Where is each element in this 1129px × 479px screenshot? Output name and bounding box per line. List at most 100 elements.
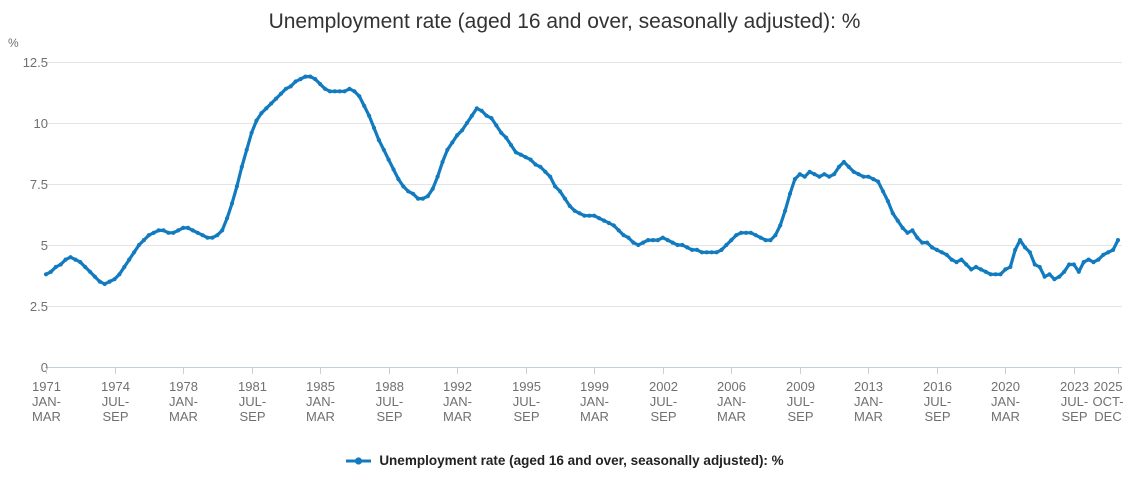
data-point-marker[interactable] xyxy=(1062,269,1067,274)
data-point-marker[interactable] xyxy=(132,250,137,255)
data-point-marker[interactable] xyxy=(391,167,396,172)
data-point-marker[interactable] xyxy=(699,250,705,255)
data-point-marker[interactable] xyxy=(254,118,259,123)
data-point-marker[interactable] xyxy=(141,238,146,243)
data-point-marker[interactable] xyxy=(1003,267,1008,272)
data-point-marker[interactable] xyxy=(112,277,117,282)
data-point-marker[interactable] xyxy=(259,111,264,116)
data-point-marker[interactable] xyxy=(841,159,847,165)
data-point-marker[interactable] xyxy=(244,147,249,152)
data-point-marker[interactable] xyxy=(709,250,714,255)
data-point-marker[interactable] xyxy=(885,199,891,204)
data-point-marker[interactable] xyxy=(450,140,455,145)
data-point-marker[interactable] xyxy=(362,103,367,108)
data-point-marker[interactable] xyxy=(288,84,293,89)
data-point-marker[interactable] xyxy=(533,162,538,167)
data-point-marker[interactable] xyxy=(792,177,798,182)
data-point-marker[interactable] xyxy=(856,172,861,177)
data-point-marker[interactable] xyxy=(367,113,372,118)
data-point-marker[interactable] xyxy=(626,235,631,240)
data-point-marker[interactable] xyxy=(915,235,920,240)
data-point-marker[interactable] xyxy=(1027,250,1032,255)
data-point-marker[interactable] xyxy=(484,113,489,118)
data-point-marker[interactable] xyxy=(694,247,700,252)
data-point-marker[interactable] xyxy=(983,269,988,274)
data-point-marker[interactable] xyxy=(641,240,646,245)
data-point-marker[interactable] xyxy=(1096,257,1101,262)
data-point-marker[interactable] xyxy=(920,240,925,245)
data-point-marker[interactable] xyxy=(63,257,68,262)
data-point-marker[interactable] xyxy=(783,208,788,213)
data-point-marker[interactable] xyxy=(1081,260,1086,265)
data-point-marker[interactable] xyxy=(249,130,254,135)
data-point-marker[interactable] xyxy=(616,228,621,233)
data-point-marker[interactable] xyxy=(494,123,499,128)
data-point-marker[interactable] xyxy=(665,238,670,243)
data-point-marker[interactable] xyxy=(572,208,577,213)
data-point-marker[interactable] xyxy=(1018,238,1023,243)
data-point-marker[interactable] xyxy=(944,252,949,257)
data-point-marker[interactable] xyxy=(1086,257,1091,262)
data-point-marker[interactable] xyxy=(411,191,416,196)
data-point-marker[interactable] xyxy=(895,218,900,223)
data-point-marker[interactable] xyxy=(1052,277,1057,282)
data-point-marker[interactable] xyxy=(929,245,935,250)
data-point-marker[interactable] xyxy=(342,89,347,94)
data-point-marker[interactable] xyxy=(1106,250,1111,255)
data-point-marker[interactable] xyxy=(508,142,514,148)
series-markers[interactable] xyxy=(43,74,1121,287)
data-point-marker[interactable] xyxy=(773,233,778,238)
data-point-marker[interactable] xyxy=(787,191,793,196)
data-point-marker[interactable] xyxy=(724,242,729,248)
data-point-marker[interactable] xyxy=(900,225,905,230)
data-point-marker[interactable] xyxy=(978,267,984,272)
data-point-marker[interactable] xyxy=(337,89,342,94)
data-point-marker[interactable] xyxy=(83,264,88,270)
data-point-marker[interactable] xyxy=(871,177,876,182)
data-point-marker[interactable] xyxy=(729,238,734,243)
data-point-marker[interactable] xyxy=(298,77,303,82)
data-point-marker[interactable] xyxy=(685,245,690,250)
data-point-marker[interactable] xyxy=(166,230,171,235)
data-point-marker[interactable] xyxy=(406,189,411,194)
data-point-marker[interactable] xyxy=(176,228,181,233)
data-point-marker[interactable] xyxy=(802,174,807,179)
data-point-marker[interactable] xyxy=(181,225,186,230)
data-point-marker[interactable] xyxy=(136,242,142,248)
data-point-marker[interactable] xyxy=(807,169,812,174)
data-point-marker[interactable] xyxy=(827,174,832,179)
data-point-marker[interactable] xyxy=(866,174,871,179)
legend[interactable]: Unemployment rate (aged 16 and over, sea… xyxy=(0,453,1129,468)
data-point-marker[interactable] xyxy=(528,157,533,162)
data-point-marker[interactable] xyxy=(504,135,509,140)
data-point-marker[interactable] xyxy=(225,216,230,221)
data-point-marker[interactable] xyxy=(714,250,719,255)
data-point-marker[interactable] xyxy=(229,201,235,206)
data-point-marker[interactable] xyxy=(43,272,49,277)
data-point-marker[interactable] xyxy=(949,257,954,262)
data-point-marker[interactable] xyxy=(156,228,161,233)
data-point-marker[interactable] xyxy=(455,133,460,138)
data-point-marker[interactable] xyxy=(195,230,200,235)
data-point-marker[interactable] xyxy=(562,196,568,201)
data-point-marker[interactable] xyxy=(1037,264,1042,270)
data-point-marker[interactable] xyxy=(582,213,587,218)
data-point-marker[interactable] xyxy=(739,230,744,235)
data-point-marker[interactable] xyxy=(846,164,851,169)
data-point-marker[interactable] xyxy=(680,242,685,248)
data-point-marker[interactable] xyxy=(690,247,695,252)
data-point-marker[interactable] xyxy=(401,184,406,189)
data-point-marker[interactable] xyxy=(876,179,881,184)
data-point-marker[interactable] xyxy=(425,194,430,199)
data-point-marker[interactable] xyxy=(905,230,910,235)
data-point-marker[interactable] xyxy=(48,269,54,274)
data-point-marker[interactable] xyxy=(122,264,127,270)
data-point-marker[interactable] xyxy=(1076,269,1081,274)
data-point-marker[interactable] xyxy=(621,233,626,238)
data-point-marker[interactable] xyxy=(758,235,763,240)
data-point-marker[interactable] xyxy=(959,257,964,262)
data-point-marker[interactable] xyxy=(817,174,822,179)
data-point-marker[interactable] xyxy=(68,255,73,260)
data-point-marker[interactable] xyxy=(1047,272,1052,277)
